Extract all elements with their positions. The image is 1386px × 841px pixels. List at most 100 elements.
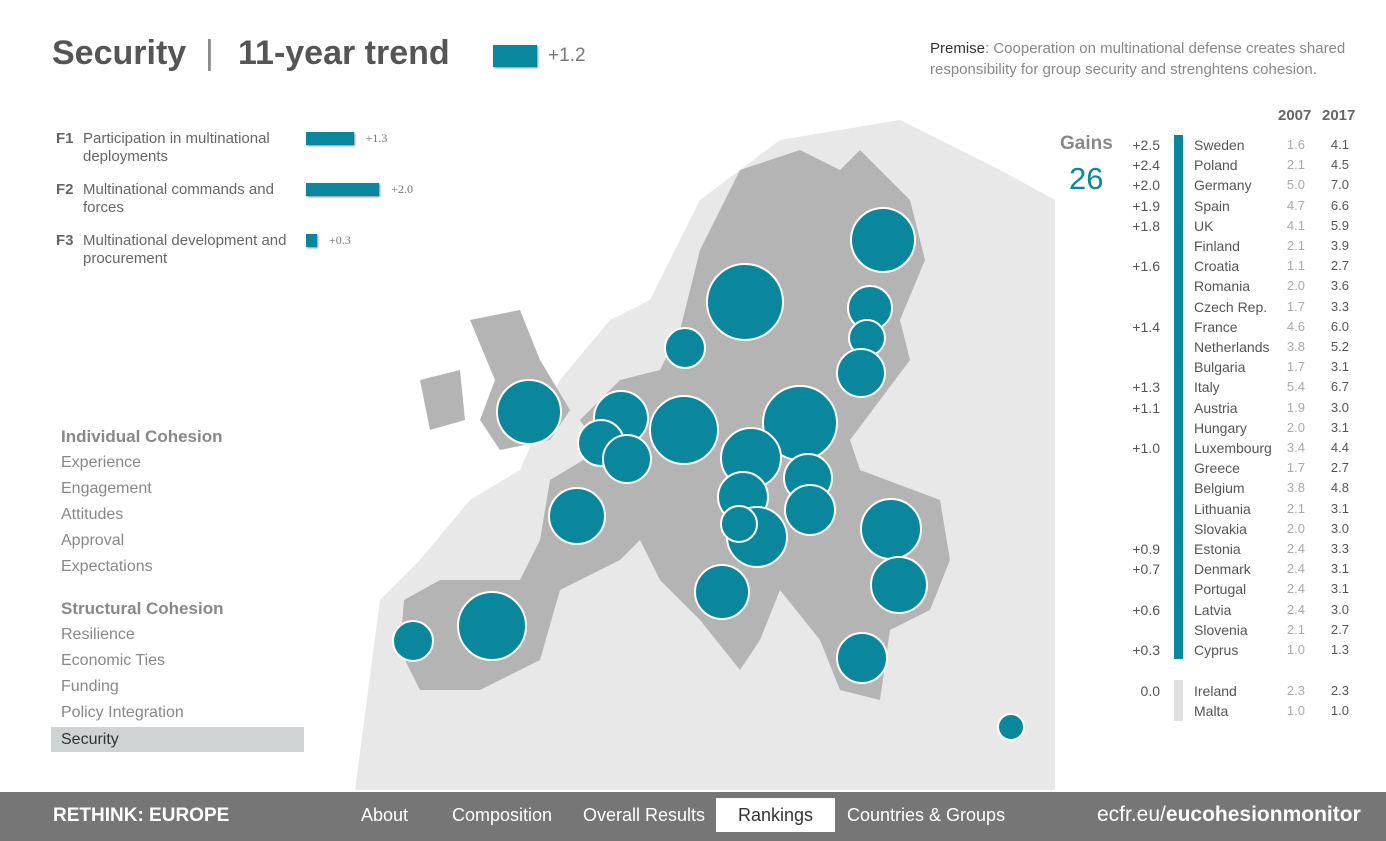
gain-value: +0.6 xyxy=(1132,601,1160,618)
value-2007: 2.0 xyxy=(1286,278,1305,294)
gain-value: +1.0 xyxy=(1132,440,1160,456)
value-2007: 2.3 xyxy=(1286,683,1305,698)
country-bubble[interactable] xyxy=(706,263,784,341)
value-2007: 2.1 xyxy=(1286,238,1305,253)
menu-item[interactable]: Experience xyxy=(61,454,142,471)
country-name: Sweden xyxy=(1194,137,1245,153)
country-name: Croatia xyxy=(1194,258,1240,275)
country-bubble[interactable] xyxy=(602,434,652,484)
country-bubble[interactable] xyxy=(548,487,606,545)
value-2017: 7.0 xyxy=(1330,177,1349,193)
country-name: Lithuania xyxy=(1194,500,1251,517)
gain-value: +0.7 xyxy=(1132,561,1160,578)
menu-item[interactable]: Funding xyxy=(61,678,119,695)
country-name: Bulgaria xyxy=(1194,359,1246,376)
country-name: Hungary xyxy=(1194,419,1247,436)
factor-label: Multinational development and procuremen… xyxy=(83,232,287,267)
nav-item[interactable]: About xyxy=(361,805,409,825)
trend-label: +1.2 xyxy=(548,45,586,66)
country-bubble[interactable] xyxy=(664,327,706,369)
country-bubble[interactable] xyxy=(836,348,886,398)
country-name: Estonia xyxy=(1194,541,1241,557)
premise-label: Premise xyxy=(930,40,986,57)
nav-item[interactable]: Composition xyxy=(452,805,553,825)
country-bubble[interactable] xyxy=(649,395,719,465)
value-2017: 4.5 xyxy=(1330,157,1349,173)
value-2007: 1.7 xyxy=(1286,359,1305,375)
gains-label: Gains xyxy=(1060,133,1113,154)
country-bubble[interactable] xyxy=(784,484,836,536)
country-name: Czech Rep. xyxy=(1194,298,1268,315)
country-bubble[interactable] xyxy=(496,379,562,445)
menu-item[interactable]: Resilience xyxy=(61,626,135,643)
value-2007: 1.1 xyxy=(1286,258,1305,274)
country-name: Cyprus xyxy=(1194,642,1239,658)
value-2007: 5.4 xyxy=(1286,379,1305,395)
nav-item[interactable]: Overall Results xyxy=(583,805,706,825)
value-2007: 3.8 xyxy=(1286,480,1305,496)
country-bubble[interactable] xyxy=(997,713,1025,741)
value-2007: 2.4 xyxy=(1286,561,1305,577)
gain-band xyxy=(1174,135,1183,659)
footer: RETHINK: EUROPE About Composition Overal… xyxy=(0,792,1386,841)
value-2017: 2.7 xyxy=(1330,258,1349,274)
menu-item[interactable]: Policy Integration xyxy=(61,704,184,721)
gain-value: +1.9 xyxy=(1132,197,1160,214)
factor-code: F2 xyxy=(56,181,74,198)
country-bubble[interactable] xyxy=(392,620,434,662)
menu-item[interactable]: Expectations xyxy=(61,558,153,575)
value-2007: 4.6 xyxy=(1286,318,1305,334)
value-2017: 2.7 xyxy=(1330,460,1349,476)
url-prefix: ecfr.eu/ xyxy=(1097,803,1166,826)
country-name: Italy xyxy=(1194,379,1220,396)
country-bubble[interactable] xyxy=(860,498,922,560)
value-2007: 1.7 xyxy=(1286,298,1305,314)
value-2007: 3.4 xyxy=(1286,440,1305,455)
country-name: Germany xyxy=(1194,177,1252,194)
gain-value: +2.4 xyxy=(1132,157,1160,174)
country-bubble[interactable] xyxy=(850,207,916,273)
value-2007: 1.6 xyxy=(1286,137,1305,152)
menu-item-active[interactable]: Security xyxy=(51,727,304,752)
country-name: Belgium xyxy=(1194,480,1245,497)
value-2017: 3.1 xyxy=(1330,419,1349,435)
menu-item[interactable]: Economic Ties xyxy=(61,652,166,669)
factor-bar xyxy=(306,132,354,145)
gain-value: +1.8 xyxy=(1132,217,1160,234)
country-bubble[interactable] xyxy=(457,591,527,661)
menu-item[interactable]: Approval xyxy=(61,532,125,549)
value-2017: 3.3 xyxy=(1330,298,1349,314)
value-2007: 1.9 xyxy=(1286,399,1305,415)
menu-item[interactable]: Engagement xyxy=(61,480,152,497)
factor-bar xyxy=(306,183,380,196)
value-2007: 2.4 xyxy=(1286,541,1305,556)
country-name: France xyxy=(1194,318,1238,335)
value-2007: 2.0 xyxy=(1286,520,1305,536)
url[interactable]: ecfr.eu/eucohesionmonitor xyxy=(1097,803,1361,827)
country-name: Netherlands xyxy=(1194,339,1270,355)
nav-item-active[interactable]: Rankings xyxy=(716,798,836,832)
country-name: Malta xyxy=(1194,703,1229,720)
url-bold: eucohesionmonitor xyxy=(1165,803,1361,826)
value-2017: 2.7 xyxy=(1330,621,1349,637)
country-name: Luxembourg xyxy=(1194,440,1272,456)
menu-item[interactable]: Attitudes xyxy=(61,506,124,523)
country-bubble[interactable] xyxy=(720,505,758,543)
map xyxy=(355,120,1055,790)
country-name: Romania xyxy=(1194,278,1251,295)
country-bubble[interactable] xyxy=(870,556,928,614)
nav-item[interactable]: Countries & Groups xyxy=(847,805,1006,825)
value-2007: 2.4 xyxy=(1286,581,1305,597)
value-2017: 5.9 xyxy=(1330,217,1349,233)
gain-value: +2.5 xyxy=(1132,137,1160,153)
country-name: Ireland xyxy=(1194,683,1237,699)
country-bubble[interactable] xyxy=(694,564,750,620)
separator: | xyxy=(205,34,214,72)
country-bubble[interactable] xyxy=(836,632,888,684)
country-name: Finland xyxy=(1194,238,1240,254)
country-name: Spain xyxy=(1194,197,1230,214)
value-2017: 4.4 xyxy=(1330,440,1349,455)
trend-bar xyxy=(493,45,537,67)
value-2007: 2.1 xyxy=(1286,500,1305,516)
